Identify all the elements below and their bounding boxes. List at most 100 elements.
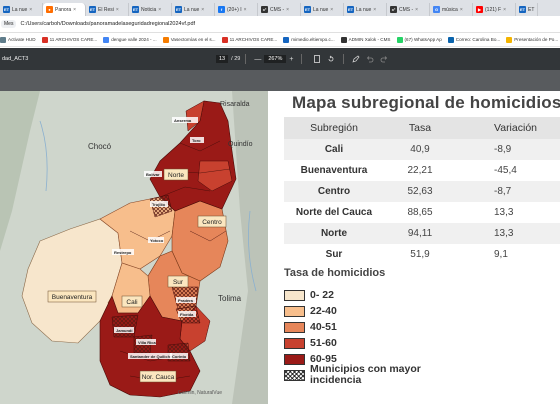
- draw-icon[interactable]: [352, 55, 360, 63]
- bookmark-item[interactable]: 11 ARCHIVOS CARE...: [221, 36, 277, 43]
- tab-close-icon[interactable]: ×: [115, 6, 119, 13]
- terrain-east: [232, 91, 268, 404]
- tab-favicon-icon: ET: [132, 6, 139, 13]
- bookmark-item[interactable]: ADMIN Xalok - CMS: [340, 36, 391, 43]
- svg-text:Buenaventura: Buenaventura: [52, 294, 93, 301]
- bookmark-item[interactable]: Correo: Carolina Bo...: [447, 36, 500, 43]
- browser-tab[interactable]: x² CMS - ×: [258, 3, 301, 16]
- browser-tab[interactable]: ET La nue ×: [344, 3, 387, 16]
- region-norte-mid: [197, 160, 233, 192]
- tab-label: (121) F: [485, 6, 502, 13]
- tab-close-icon[interactable]: ×: [201, 6, 205, 13]
- url-field[interactable]: C:/Users/carboh/Downloads/panoramadelase…: [20, 21, 196, 27]
- svg-text:Centro: Centro: [202, 219, 222, 226]
- tab-label: La nue: [12, 6, 28, 13]
- fit-page-icon[interactable]: [313, 55, 321, 63]
- cms-icon: [340, 36, 347, 43]
- bookmark-label: ADMIN Xalok - CMS: [348, 37, 391, 42]
- browser-tab[interactable]: ▶ (121) F ×: [473, 3, 516, 16]
- rotate-icon[interactable]: [327, 55, 335, 63]
- legend-item: 51-60: [284, 335, 440, 351]
- browser-tab[interactable]: ET La nue ×: [172, 3, 215, 16]
- cell-subregion: Buenaventura: [300, 165, 368, 176]
- tab-close-icon[interactable]: ×: [330, 6, 334, 13]
- browser-tab[interactable]: ET Noticia ×: [129, 3, 172, 16]
- tab-label: La nue: [356, 6, 372, 13]
- bookmark-label: Activate HUD: [8, 37, 36, 42]
- bookmark-item[interactable]: Activate HUD: [0, 36, 36, 43]
- pdf-viewport[interactable]: Chocó Tolima Risaralda Quindío Norte Cen…: [0, 70, 560, 404]
- valle-map: Chocó Tolima Risaralda Quindío Norte Cen…: [0, 91, 268, 404]
- tab-close-icon[interactable]: ×: [286, 6, 290, 13]
- browser-tab[interactable]: x² CMS - ×: [387, 3, 430, 16]
- zoom-input[interactable]: 267%: [264, 55, 287, 63]
- tab-close-icon[interactable]: ×: [503, 6, 507, 13]
- browser-tab[interactable]: ET La nue ×: [0, 3, 43, 16]
- cell-subregion: Centro: [317, 186, 351, 197]
- tab-favicon-icon: ▶: [476, 6, 483, 13]
- browser-tab[interactable]: f (20+) I ×: [215, 3, 258, 16]
- tab-favicon-icon: ●: [46, 6, 53, 13]
- browser-tab[interactable]: ET ET: [516, 3, 538, 16]
- legend-label: 40-51: [310, 320, 337, 333]
- tab-close-icon[interactable]: ×: [415, 6, 419, 13]
- cell-variacion: -8,9: [494, 144, 512, 155]
- tab-close-icon[interactable]: ×: [158, 6, 162, 13]
- file-label: Mes: [1, 20, 17, 28]
- browser-tab[interactable]: ET El Resi ×: [86, 3, 129, 16]
- cell-subregion: Cali: [324, 144, 344, 155]
- tab-label: Panora: [55, 6, 72, 13]
- tab-close-icon[interactable]: ×: [29, 6, 33, 13]
- legend-label: Municipios con mayor incidencia: [310, 363, 421, 386]
- bookmark-item[interactable]: mimedio.eltiempo.c...: [283, 36, 335, 43]
- tab-label: ET: [528, 6, 535, 13]
- browser-tab[interactable]: ET La nue ×: [301, 3, 344, 16]
- label-jamundi: Jamundí: [116, 328, 133, 333]
- browser-tab[interactable]: ● Panora ×: [43, 3, 86, 16]
- label-villa-rica: Villa Rica: [138, 340, 156, 345]
- river-line: [248, 210, 257, 292]
- table-row: Buenaventura 22,21 -45,4: [284, 160, 560, 181]
- subregion-label-norte: Norte: [163, 168, 189, 181]
- tab-close-icon[interactable]: ×: [373, 6, 377, 13]
- region-norte-north: [185, 100, 205, 132]
- undo-icon[interactable]: [366, 55, 374, 63]
- subregion-label-nor-cauca: Nor. Cauca: [139, 370, 177, 383]
- page-number-input[interactable]: 13: [216, 55, 229, 63]
- legend-swatch: [284, 321, 305, 333]
- tab-close-icon[interactable]: ×: [459, 6, 463, 13]
- redo-icon[interactable]: [380, 55, 388, 63]
- bookmark-item[interactable]: Presentación de Po...: [506, 36, 558, 43]
- label-pradera: Pradera: [178, 298, 194, 303]
- bookmark-label: dengue valle 2024 - ...: [111, 37, 157, 42]
- svg-text:Nor. Cauca: Nor. Cauca: [142, 374, 175, 381]
- zoom-in-button[interactable]: +: [289, 55, 294, 63]
- tab-close-icon[interactable]: ×: [73, 6, 77, 13]
- river-line: [39, 120, 48, 192]
- bookmark-item[interactable]: (67) WhatsApp Ap: [396, 36, 442, 43]
- bookmark-item[interactable]: dengue valle 2024 - ...: [103, 36, 157, 43]
- cell-subregion: Norte: [320, 228, 348, 239]
- zoom-out-button[interactable]: —: [254, 55, 262, 63]
- cell-tasa: 94,11: [407, 228, 433, 239]
- tab-close-icon[interactable]: ×: [243, 6, 247, 13]
- subregion-label-cali: Cali: [121, 295, 143, 308]
- legend-item: 60-95: [284, 351, 440, 367]
- cell-tasa: 40,9: [410, 144, 430, 155]
- header-tasa: Tasa: [408, 122, 432, 134]
- label-risaralda: Risaralda: [220, 101, 250, 108]
- tab-favicon-icon: x²: [261, 6, 268, 13]
- bookmark-label: Vasectomías en el s...: [170, 37, 216, 42]
- page-separator: /: [231, 56, 233, 62]
- tab-label: La nue: [184, 6, 200, 13]
- legend-label: 0- 22: [310, 288, 334, 301]
- table-row: Norte 94,11 13,3: [284, 223, 560, 244]
- pdf-page: Chocó Tolima Risaralda Quindío Norte Cen…: [0, 91, 560, 404]
- divider: [245, 54, 247, 64]
- tab-label: música: [442, 6, 458, 13]
- bookmark-item[interactable]: Vasectomías en el s...: [162, 36, 216, 43]
- bookmark-item[interactable]: 11 ARCHIVOS CARE...: [41, 36, 98, 43]
- label-yotoco: Yotoco: [150, 238, 164, 243]
- bookmark-label: 11 ARCHIVOS CARE...: [49, 37, 98, 42]
